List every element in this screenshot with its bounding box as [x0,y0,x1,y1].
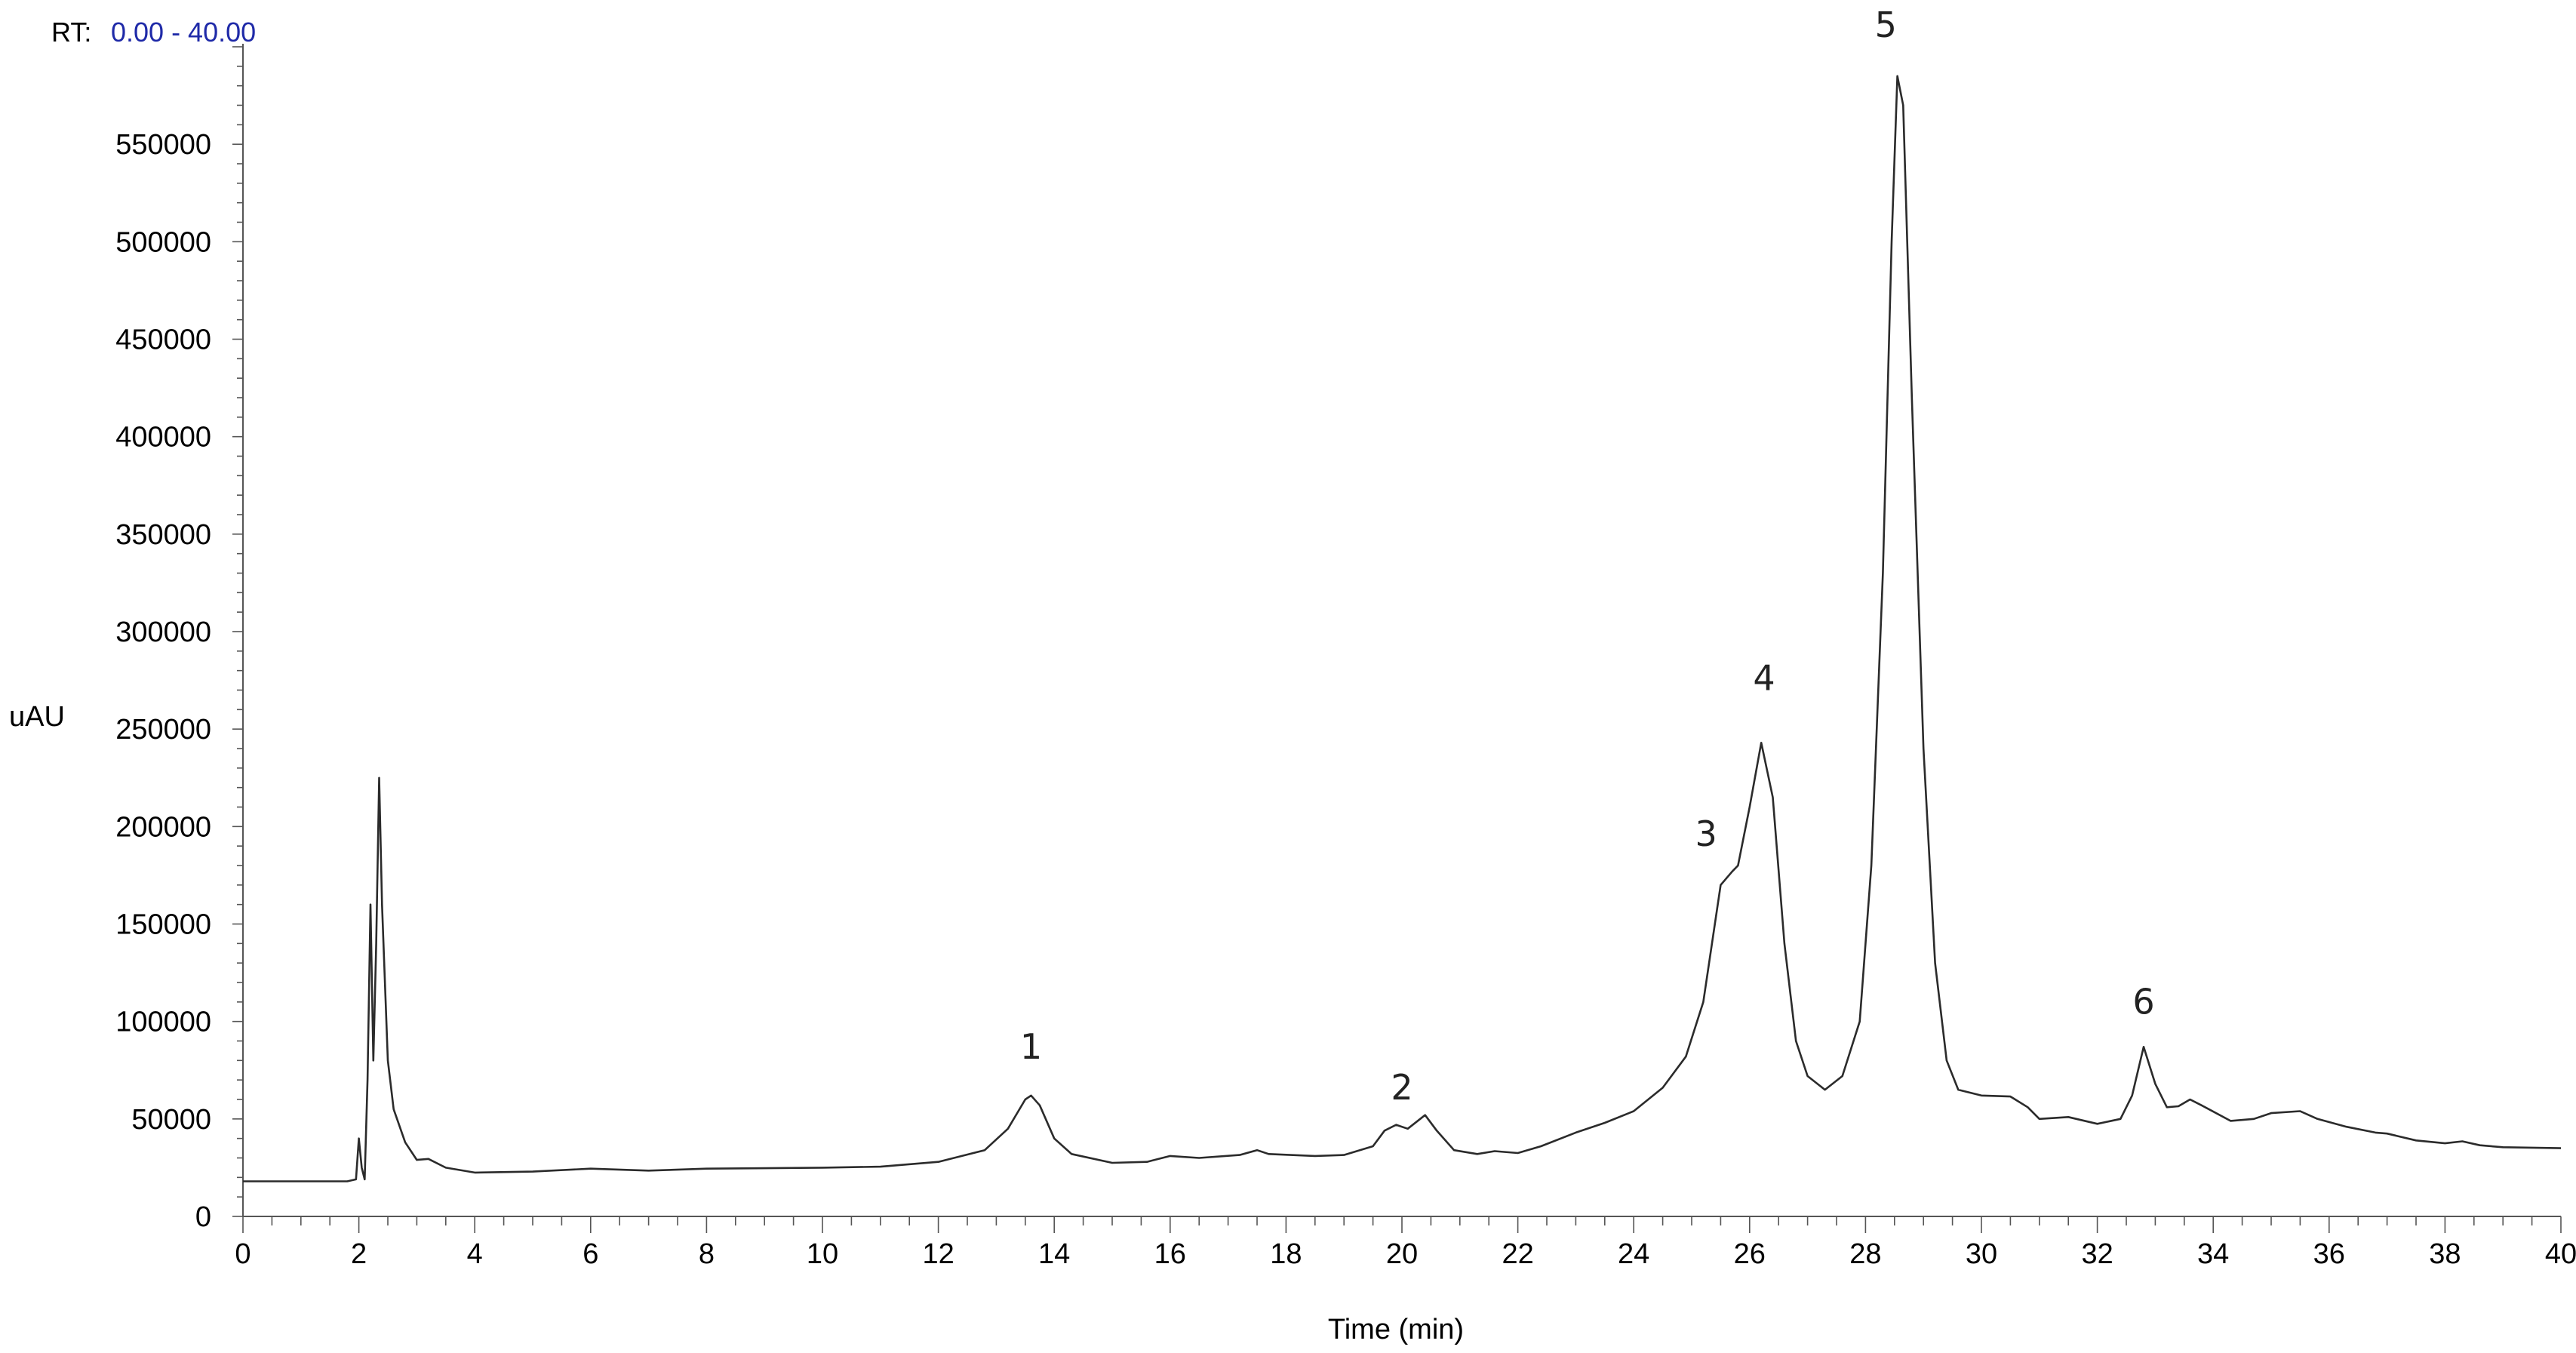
y-tick-label: 500000 [115,226,211,258]
x-tick-label: 2 [351,1238,367,1270]
y-tick-label: 400000 [115,422,211,454]
x-axis-ticks: 0 2 4 6 8 10 12 14 16 18 20 22 24 26 28 30 32 34 36 38 40 [235,1216,2576,1270]
y-tick-label: 0 [195,1201,211,1233]
x-tick-label: 8 [699,1238,715,1270]
x-tick-label: 20 [1386,1238,1418,1270]
y-tick-label: 150000 [115,909,211,941]
x-tick-label: 22 [1502,1238,1533,1270]
x-tick-label: 14 [1038,1238,1070,1270]
peak-label-1: 1 [1020,1026,1042,1067]
x-tick-label: 32 [2081,1238,2113,1270]
y-tick-label: 250000 [115,714,211,746]
peak-label-2: 2 [1391,1067,1412,1108]
peak-label-4: 4 [1753,658,1775,699]
x-tick-label: 4 [467,1238,483,1270]
x-tick-label: 16 [1154,1238,1186,1270]
chromatogram-trace [243,75,2562,1182]
axes [242,44,2561,1217]
x-axis-title: Time (min) [1328,1314,1464,1345]
x-tick-label: 26 [1734,1238,1766,1270]
y-axis-ticks: 0 50000 100000 150000 200000 250000 300000 3500… [115,46,243,1233]
x-tick-label: 40 [2545,1238,2576,1270]
rt-prefix-label: RT: [51,17,91,48]
x-tick-label: 36 [2313,1238,2345,1270]
x-tick-label: 30 [1966,1238,1997,1270]
peak-label-3: 3 [1695,813,1717,854]
peak-labels: 1 2 3 4 5 6 [1020,5,2155,1108]
y-tick-label: 450000 [115,324,211,356]
y-tick-label: 350000 [115,519,211,551]
y-tick-label: 300000 [115,617,211,648]
peak-label-6: 6 [2132,981,2154,1022]
y-tick-label: 50000 [131,1104,211,1136]
x-tick-label: 6 [583,1238,598,1270]
x-tick-label: 10 [807,1238,838,1270]
y-axis-title: uAU [9,701,65,733]
y-tick-label: 200000 [115,811,211,843]
y-tick-label: 100000 [115,1007,211,1038]
rt-range-value: 0.00 - 40.00 [111,17,256,48]
x-tick-label: 12 [922,1238,954,1270]
x-tick-label: 24 [1618,1238,1649,1270]
y-tick-label: 550000 [115,129,211,161]
x-tick-label: 28 [1849,1238,1881,1270]
x-tick-label: 0 [235,1238,251,1270]
x-tick-label: 34 [2197,1238,2229,1270]
peak-label-5: 5 [1875,5,1897,45]
x-tick-label: 38 [2429,1238,2461,1270]
x-tick-label: 18 [1270,1238,1302,1270]
